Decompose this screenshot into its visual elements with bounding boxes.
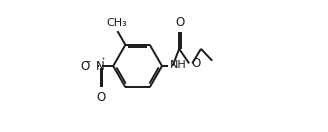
- Text: NH: NH: [170, 60, 187, 70]
- Text: O: O: [96, 91, 105, 104]
- Text: −: −: [83, 56, 90, 65]
- Text: CH₃: CH₃: [106, 18, 127, 28]
- Text: O: O: [81, 60, 90, 72]
- Text: N: N: [96, 60, 105, 72]
- Text: O: O: [191, 57, 200, 70]
- Text: ⁺: ⁺: [101, 56, 105, 65]
- Text: O: O: [175, 16, 185, 29]
